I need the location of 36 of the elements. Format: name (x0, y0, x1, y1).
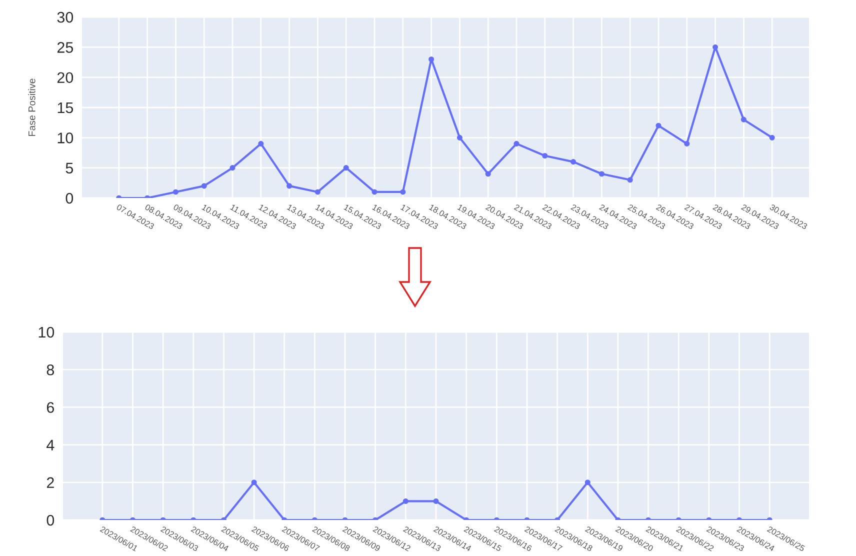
y-tick-label: 6 (46, 402, 54, 413)
y-tick-label: 8 (46, 364, 54, 376)
y-tick-label: 15 (58, 102, 74, 114)
point (286, 183, 292, 189)
point (201, 183, 207, 189)
point (542, 152, 548, 159)
y-tick-label: 0 (66, 192, 74, 204)
point (627, 177, 633, 183)
point (343, 165, 349, 171)
y-tick-label: 20 (57, 72, 74, 84)
point (485, 171, 491, 177)
point (712, 44, 718, 50)
point (570, 159, 576, 165)
point (314, 189, 320, 195)
y-axis-title: Fase Positive (28, 78, 36, 136)
point (258, 140, 264, 146)
point (456, 134, 462, 140)
y-tick-label: 10 (58, 132, 74, 144)
point (684, 140, 690, 146)
y-tick-label: 4 (46, 440, 54, 450)
y-tick-label: 5 (66, 162, 74, 174)
point (172, 189, 178, 195)
point (428, 56, 434, 62)
y-tick-label: 10 (38, 326, 54, 338)
y-tick-label: 0 (46, 514, 54, 526)
point (598, 171, 604, 177)
y-tick-label: 25 (57, 42, 74, 53)
y-tick-label: 2 (46, 477, 54, 488)
point (372, 189, 378, 195)
point (656, 122, 662, 128)
y-tick-label: 30 (57, 12, 74, 23)
point (514, 140, 520, 146)
point (740, 116, 746, 122)
point (400, 189, 406, 195)
point (230, 165, 236, 171)
point (769, 134, 775, 140)
